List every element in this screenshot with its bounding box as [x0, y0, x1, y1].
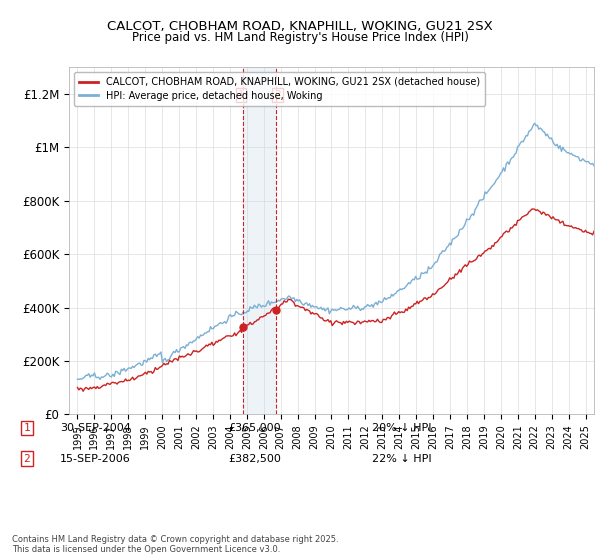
Text: £365,000: £365,000 [228, 423, 281, 433]
Text: 2: 2 [23, 454, 31, 464]
Text: Price paid vs. HM Land Registry's House Price Index (HPI): Price paid vs. HM Land Registry's House … [131, 31, 469, 44]
Text: 2: 2 [274, 90, 281, 100]
Text: 20% ↓ HPI: 20% ↓ HPI [372, 423, 431, 433]
Text: 15-SEP-2006: 15-SEP-2006 [60, 454, 131, 464]
Text: 22% ↓ HPI: 22% ↓ HPI [372, 454, 431, 464]
Text: 1: 1 [238, 90, 244, 100]
Text: 1: 1 [23, 423, 31, 433]
Text: Contains HM Land Registry data © Crown copyright and database right 2025.
This d: Contains HM Land Registry data © Crown c… [12, 535, 338, 554]
Bar [242, 67, 276, 414]
Text: CALCOT, CHOBHAM ROAD, KNAPHILL, WOKING, GU21 2SX: CALCOT, CHOBHAM ROAD, KNAPHILL, WOKING, … [107, 20, 493, 32]
Text: £382,500: £382,500 [228, 454, 281, 464]
Legend: CALCOT, CHOBHAM ROAD, KNAPHILL, WOKING, GU21 2SX (detached house), HPI: Average : CALCOT, CHOBHAM ROAD, KNAPHILL, WOKING, … [74, 72, 485, 106]
Text: 30-SEP-2004: 30-SEP-2004 [60, 423, 131, 433]
